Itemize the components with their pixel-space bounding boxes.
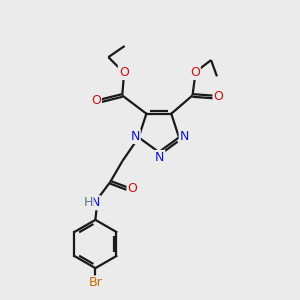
Text: H: H — [83, 196, 93, 209]
Text: N: N — [155, 151, 164, 164]
Text: O: O — [91, 94, 101, 107]
Text: O: O — [190, 66, 200, 79]
Text: N: N — [91, 196, 100, 209]
Text: O: O — [119, 66, 129, 79]
Text: O: O — [128, 182, 137, 195]
Text: O: O — [214, 90, 223, 104]
Text: N: N — [180, 130, 189, 143]
Text: Br: Br — [88, 276, 102, 290]
Text: N: N — [130, 130, 140, 143]
